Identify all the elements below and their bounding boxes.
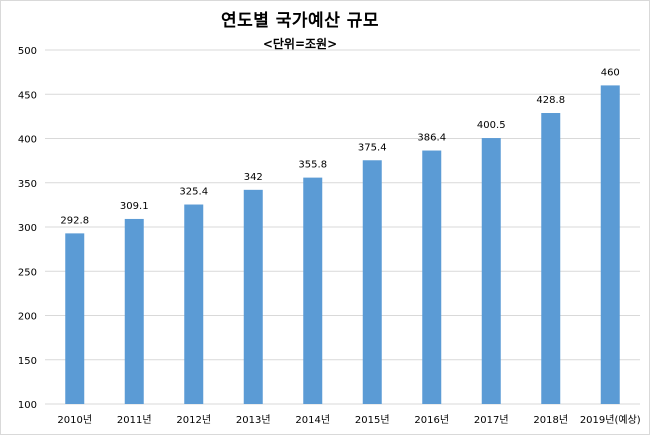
y-tick-label: 500 — [18, 46, 37, 57]
y-tick-label: 200 — [18, 312, 37, 323]
data-label: 400.5 — [477, 120, 506, 131]
x-tick-label: 2011년 — [117, 414, 152, 426]
y-tick-label: 250 — [18, 267, 37, 278]
data-labels: 292.8 309.1 325.4 342 355.8 375.4 386.4 400.5 42… — [60, 67, 619, 226]
data-label: 355.8 — [298, 160, 327, 171]
y-tick-label: 150 — [18, 356, 37, 367]
chart-title: 연도별 국가예산 규모 — [220, 11, 380, 31]
bar — [124, 218, 144, 404]
y-axis-ticks: 100 150 200 250 300 350 400 450 500 — [18, 46, 37, 411]
data-label: 292.8 — [60, 215, 89, 226]
data-label: 428.8 — [536, 95, 565, 106]
bar — [541, 113, 561, 405]
bar — [362, 160, 382, 404]
y-tick-label: 100 — [18, 400, 37, 411]
bar — [184, 204, 204, 404]
data-label: 342 — [244, 172, 263, 183]
data-label: 375.4 — [358, 142, 387, 153]
x-tick-label: 2012년 — [176, 414, 211, 426]
bar — [481, 138, 501, 404]
x-tick-label: 2019년(예상) — [580, 414, 641, 426]
x-tick-label: 2010년 — [57, 414, 92, 426]
x-axis-ticks: 2010년 2011년 2012년 2013년 2014년 2015년 2016년 2017년… — [57, 414, 640, 426]
bars — [65, 85, 620, 405]
chart-subtitle: <단위=조원> — [262, 37, 338, 51]
data-label: 460 — [601, 67, 620, 78]
data-label: 386.4 — [417, 133, 446, 144]
x-tick-label: 2018년 — [533, 414, 568, 426]
y-tick-label: 450 — [18, 90, 37, 101]
bar — [600, 85, 620, 405]
x-tick-label: 2015년 — [355, 414, 390, 426]
x-tick-label: 2017년 — [474, 414, 509, 426]
x-tick-label: 2013년 — [236, 414, 271, 426]
data-label: 309.1 — [120, 201, 149, 212]
data-label: 325.4 — [179, 187, 208, 198]
gridlines — [45, 49, 640, 405]
y-tick-label: 300 — [18, 223, 37, 234]
y-tick-label: 350 — [18, 179, 37, 190]
bar — [303, 177, 323, 404]
x-tick-label: 2016년 — [414, 414, 449, 426]
bar — [65, 233, 85, 404]
bar — [243, 189, 263, 404]
y-tick-label: 400 — [18, 135, 37, 146]
x-tick-label: 2014년 — [295, 414, 330, 426]
bar — [422, 150, 442, 404]
